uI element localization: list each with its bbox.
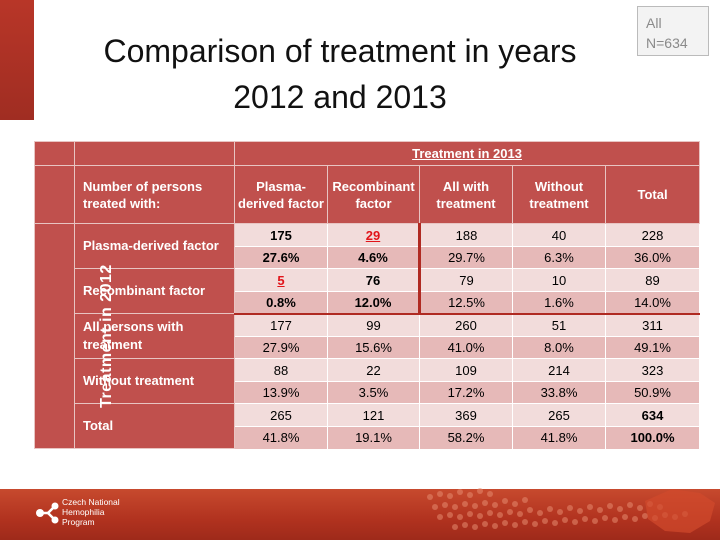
table-cell: 634 bbox=[604, 403, 701, 427]
table-cell: 109 bbox=[419, 358, 513, 382]
table-cell: 5 bbox=[234, 268, 328, 292]
table-cell: 323 bbox=[604, 358, 701, 382]
title-line-2: 2012 and 2013 bbox=[233, 79, 447, 115]
table-cell: 12.5% bbox=[419, 291, 513, 314]
table-cell: 369 bbox=[419, 403, 513, 427]
table-cell: 13.9% bbox=[234, 381, 328, 404]
table-cell: 311 bbox=[604, 312, 701, 337]
table-cell: 175 bbox=[234, 223, 328, 247]
logo-text: Czech National Hemophilia Program bbox=[62, 497, 120, 527]
treatment-comparison-table: Treatment in 2013 Number of persons trea… bbox=[34, 141, 701, 449]
table-cell: 228 bbox=[604, 223, 701, 247]
table-cell: 260 bbox=[419, 312, 513, 337]
corner-cell-1 bbox=[34, 141, 75, 166]
table-cell: 8.0% bbox=[512, 336, 606, 359]
table-cell: 177 bbox=[234, 312, 328, 337]
table-cell: 12.0% bbox=[327, 291, 421, 314]
table-cell: 33.8% bbox=[512, 381, 606, 404]
table-cell: 49.1% bbox=[604, 336, 701, 359]
table-cell: 40 bbox=[512, 223, 606, 247]
table-cell: 79 bbox=[419, 268, 513, 292]
table-cell: 14.0% bbox=[604, 291, 701, 314]
table-cell: 36.0% bbox=[604, 246, 701, 269]
slide-title: Comparison of treatment in years 2012 an… bbox=[40, 28, 640, 120]
table-cell: 76 bbox=[327, 268, 421, 292]
top-header: Treatment in 2013 bbox=[233, 141, 701, 166]
table-cell: 58.2% bbox=[419, 426, 513, 449]
row-label: Total bbox=[74, 403, 235, 449]
table-cell: 27.9% bbox=[234, 336, 328, 359]
table-cell: 6.3% bbox=[512, 246, 606, 269]
column-header: Plasma-derived factor bbox=[234, 165, 328, 224]
badge-line-1: All bbox=[646, 15, 662, 31]
logo-line-3: Program bbox=[62, 517, 95, 527]
table-cell: 17.2% bbox=[419, 381, 513, 404]
table-cell: 10 bbox=[512, 268, 606, 292]
table-cell: 0.8% bbox=[234, 291, 328, 314]
table-cell: 1.6% bbox=[512, 291, 606, 314]
table-cell: 100.0% bbox=[604, 426, 701, 449]
table-cell: 99 bbox=[327, 312, 420, 337]
table-cell: 265 bbox=[234, 403, 328, 427]
table-cell: 29 bbox=[327, 223, 421, 247]
sample-size-badge: All N=634 bbox=[637, 6, 709, 56]
table-cell: 50.9% bbox=[604, 381, 701, 404]
footer-bar bbox=[0, 489, 720, 540]
table-cell: 51 bbox=[512, 312, 606, 337]
column-header: All with treatment bbox=[419, 165, 513, 224]
table-cell: 41.0% bbox=[419, 336, 513, 359]
table-cell: 41.8% bbox=[512, 426, 606, 449]
side-header: Treatment in 2012 bbox=[34, 223, 115, 449]
table-cell: 19.1% bbox=[327, 426, 420, 449]
table-cell: 27.6% bbox=[234, 246, 328, 269]
column-header: Without treatment bbox=[512, 165, 606, 224]
corner-cell-3 bbox=[34, 165, 75, 224]
table-cell: 41.8% bbox=[234, 426, 328, 449]
highlight-value: 5 bbox=[277, 272, 285, 288]
highlight-value: 29 bbox=[365, 227, 381, 243]
molecule-logo-icon bbox=[36, 502, 59, 524]
column-header: Recombinant factor bbox=[327, 165, 420, 224]
row-header-label: Number of persons treated with: bbox=[74, 165, 235, 224]
table-cell: 121 bbox=[327, 403, 420, 427]
side-header-label: Treatment in 2012 bbox=[97, 264, 115, 408]
badge-line-2: N=634 bbox=[646, 35, 688, 51]
decorative-dots bbox=[427, 488, 715, 533]
left-accent-bar bbox=[0, 0, 34, 120]
table-cell: 89 bbox=[604, 268, 701, 292]
table-cell: 188 bbox=[419, 223, 513, 247]
row-label: Plasma-derived factor bbox=[74, 223, 235, 269]
table-cell: 29.7% bbox=[419, 246, 513, 269]
table-cell: 214 bbox=[512, 358, 606, 382]
top-header-label: Treatment in 2013 bbox=[412, 146, 522, 161]
title-line-1: Comparison of treatment in years bbox=[103, 33, 577, 69]
table-cell: 88 bbox=[234, 358, 328, 382]
table-cell: 22 bbox=[327, 358, 420, 382]
logo-line-1: Czech National bbox=[62, 497, 120, 507]
table-cell: 3.5% bbox=[327, 381, 420, 404]
column-header: Total bbox=[604, 165, 701, 224]
table-cell: 15.6% bbox=[327, 336, 420, 359]
row-label: Recombinant factor bbox=[74, 268, 235, 314]
table-cell: 4.6% bbox=[327, 246, 421, 269]
corner-cell-2 bbox=[74, 141, 235, 166]
table-cell: 265 bbox=[512, 403, 606, 427]
row-label: Without treatment bbox=[74, 358, 235, 404]
logo-line-2: Hemophilia bbox=[62, 507, 105, 517]
